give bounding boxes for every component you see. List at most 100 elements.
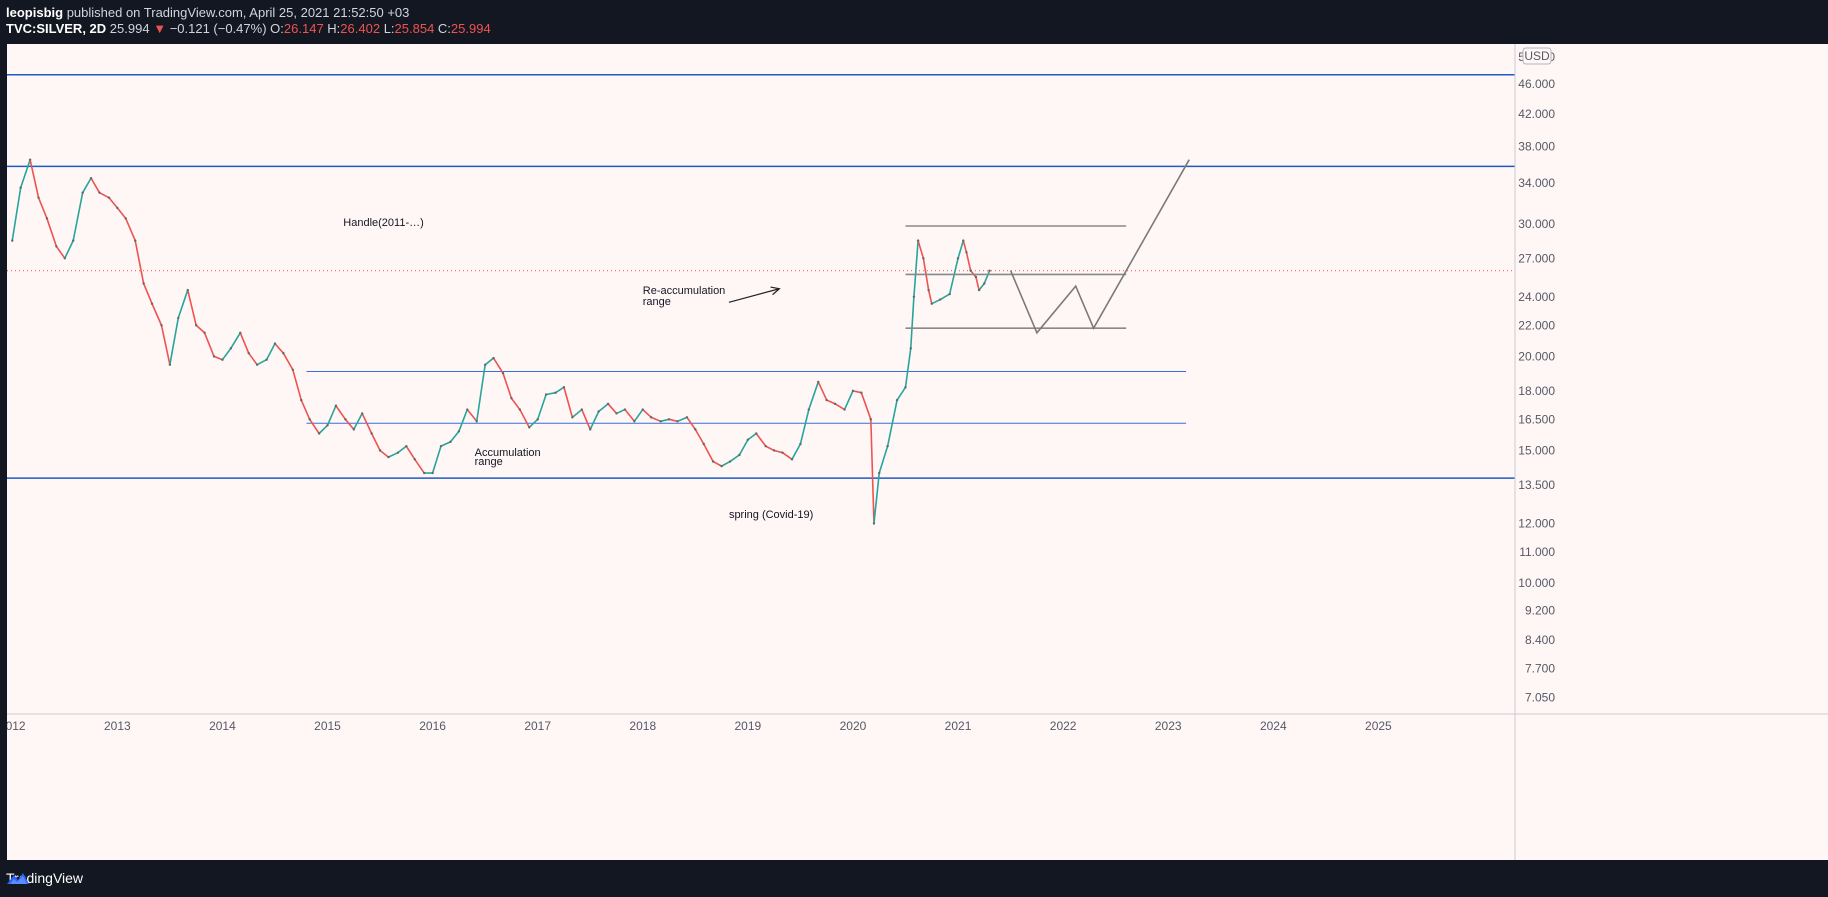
price-segment [318,424,329,435]
price-point [98,191,101,194]
arrow-head-icon [770,286,781,296]
price-segment [948,258,959,295]
chart-header: leopisbig published on TradingView.com, … [0,0,1828,44]
price-point [203,331,206,334]
price-segment [677,416,688,423]
horizontal-levels: 47.32535.76713.78425.9941d 4h [7,66,1558,487]
price-point [977,288,981,292]
price-segment [265,343,276,361]
price-segment [817,381,828,401]
author-name[interactable]: leopisbig [6,5,64,20]
price-point [265,358,268,361]
price-point [904,386,907,389]
price-segment [896,386,907,401]
close-value: 25.994 [450,21,491,36]
price-point [360,412,364,415]
price-segment [878,445,889,474]
arrow-line [728,288,780,303]
price-segment [545,391,556,396]
price-point [308,418,311,421]
price-segment [826,399,836,405]
price-segment [230,332,241,349]
price-segment [870,419,875,524]
y-tick-label: 10.000 [1518,576,1555,590]
close-label: C: [437,21,451,36]
price-point [344,418,347,421]
price-segment [773,449,783,454]
chart-annotation: Handle(2011-…) [343,217,424,229]
annotations: Handle(2011-…)Re-accumulationrangeAccumu… [343,217,813,521]
x-tick-label: 2022 [1050,719,1077,733]
price-segment [913,240,919,297]
price-segment [353,413,363,430]
axes: 50.00046.00042.00038.00034.00030.00027.0… [7,44,1828,860]
symbol-label[interactable]: TVC:SILVER, 2D [6,21,107,36]
price-point [492,356,495,360]
price-point [160,324,163,327]
price-point [134,239,137,242]
price-point [790,458,794,461]
price-point [89,176,93,180]
price-point [396,451,400,454]
price-segment [186,289,197,326]
price-segment [37,197,48,219]
price-chart[interactable]: 47.32535.76713.78425.9941d 4h Handle(201… [7,44,1828,860]
price-segment [475,364,486,422]
price-segment [917,240,925,259]
high-label: H: [327,21,341,36]
price-segment [151,303,163,326]
price-point [405,444,408,448]
price-segment [379,449,389,458]
price-point [738,453,741,457]
footer-bar: TradingView [0,860,1828,897]
price-segment [581,409,591,430]
y-tick-label: 46.000 [1518,77,1555,91]
price-point [755,432,758,435]
price-point [554,391,557,394]
price-segment [983,270,991,284]
price-point [282,351,285,355]
price-point [124,217,127,220]
price-segment [46,218,58,247]
price-point [922,257,925,260]
price-point [334,404,338,407]
price-segment [607,403,618,414]
x-tick-label: 2024 [1260,719,1287,733]
price-segment [904,348,912,388]
chart-area[interactable]: 47.32535.76713.78425.9941d 4h Handle(201… [7,44,1828,860]
price-segment [484,357,495,366]
price-segment [492,357,504,374]
price-point [927,288,930,292]
price-point [909,347,912,350]
price-segment [931,298,941,305]
price-point [685,416,689,419]
price-segment [616,408,626,415]
y-tick-label: 18.000 [1518,384,1555,398]
price-segment [72,192,84,241]
price-segment [965,252,972,271]
price-segment [282,352,294,371]
price-point [807,408,811,411]
price-segment [81,177,92,194]
tradingview-logo[interactable]: TradingView [6,870,83,886]
price-segment [308,418,320,434]
price-segment [274,343,284,354]
price-segment [703,443,714,462]
price-point [528,426,531,429]
price-point [711,460,715,463]
y-tick-label: 42.000 [1518,107,1555,121]
price-point [247,351,250,355]
y-tick-label: 34.000 [1518,176,1555,190]
low-label: L: [383,21,395,36]
y-tick-label: 20.000 [1518,349,1555,363]
x-tick-label: 2020 [840,719,867,733]
price-point [938,298,942,301]
symbol-info: TVC:SILVER, 2D 25.994 ▼ −0.121 (−0.47%) … [6,21,491,36]
price-point [273,342,277,345]
price-segment [169,317,180,365]
price-segment [466,409,478,422]
price-point [536,418,539,421]
y-tick-label: 12.000 [1518,516,1555,530]
price-segment [729,454,740,463]
price-segment [99,191,110,199]
